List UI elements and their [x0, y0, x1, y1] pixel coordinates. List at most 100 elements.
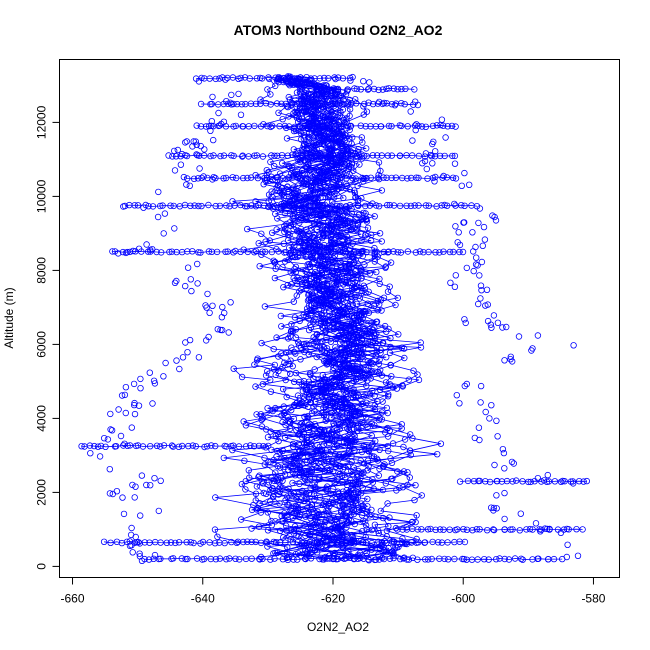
data-point: [372, 123, 380, 130]
data-point: [320, 138, 327, 145]
data-point: [306, 166, 313, 173]
data-point: [212, 75, 219, 83]
data-point: [282, 225, 289, 232]
data-point: [236, 556, 243, 563]
data-point: [339, 75, 347, 82]
data-point: [329, 174, 337, 181]
data-point: [298, 539, 306, 547]
data-point: [161, 210, 169, 217]
data-point: [253, 506, 260, 513]
data-point: [347, 368, 354, 376]
data-point: [437, 440, 445, 447]
data-point: [241, 457, 248, 464]
data-point: [461, 202, 468, 209]
data-point: [321, 74, 328, 82]
data-point: [361, 261, 368, 268]
data-point: [270, 257, 277, 264]
data-point: [208, 117, 215, 125]
data-point: [359, 353, 366, 360]
data-point: [221, 539, 228, 547]
data-point: [359, 400, 366, 407]
data-point: [295, 342, 303, 349]
data-point: [358, 285, 365, 292]
data-point: [296, 219, 303, 226]
data-point: [129, 247, 137, 255]
data-point: [436, 526, 444, 533]
data-point: [279, 115, 286, 123]
data-point: [285, 485, 292, 492]
data-point: [452, 272, 459, 279]
data-point: [232, 555, 239, 562]
data-point: [197, 123, 205, 130]
data-point: [339, 488, 347, 495]
data-point: [153, 442, 161, 449]
data-point: [293, 89, 301, 96]
data-point: [348, 458, 355, 466]
data-point: [458, 182, 465, 189]
data-point: [237, 201, 244, 209]
data-point: [321, 518, 329, 526]
data-point: [200, 173, 207, 180]
data-point: [364, 495, 371, 503]
y-axis: 0 2000 4000 6000 8000 10000 12000: [35, 105, 60, 570]
data-point: [311, 294, 318, 302]
data-point: [255, 240, 262, 247]
data-point: [262, 248, 269, 255]
data-point: [294, 110, 302, 117]
data-point: [551, 478, 559, 485]
data-point: [311, 366, 318, 373]
data-point: [310, 539, 318, 547]
data-point: [335, 123, 343, 130]
data-point: [385, 325, 392, 333]
data-point: [383, 539, 390, 547]
data-point: [437, 121, 444, 129]
data-point: [342, 337, 349, 344]
data-point: [346, 344, 353, 351]
data-point: [462, 319, 469, 327]
data-point: [441, 555, 448, 563]
profile-line: [232, 79, 376, 557]
data-point: [336, 112, 343, 119]
data-point: [321, 318, 328, 325]
data-point: [376, 446, 383, 453]
data-point: [488, 504, 495, 511]
data-point: [344, 86, 351, 93]
data-point: [412, 482, 419, 489]
data-point: [193, 122, 200, 129]
data-point: [310, 134, 317, 141]
data-point: [278, 323, 285, 330]
data-point: [477, 282, 485, 289]
data-point: [383, 533, 390, 540]
data-point: [266, 237, 273, 244]
data-point: [494, 433, 501, 440]
data-point: [229, 446, 236, 454]
data-point: [355, 211, 363, 218]
data-point: [350, 391, 358, 398]
data-point: [490, 504, 498, 512]
data-point: [120, 442, 127, 449]
data-point: [352, 216, 359, 223]
data-point: [313, 153, 320, 160]
data-point: [493, 417, 500, 424]
data-point: [438, 116, 446, 123]
data-point: [290, 298, 297, 305]
data-point: [297, 202, 304, 210]
data-point: [361, 100, 368, 108]
data-point: [354, 271, 361, 279]
data-point: [398, 85, 405, 93]
data-point: [281, 202, 288, 210]
data-point: [317, 248, 324, 255]
data-point: [489, 212, 496, 219]
data-point: [398, 425, 405, 432]
data-point: [375, 202, 383, 210]
data-point: [197, 142, 204, 150]
data-point: [184, 349, 191, 356]
data-point: [281, 359, 288, 366]
data-point: [359, 174, 366, 182]
data-point: [326, 204, 334, 212]
data-point: [247, 174, 255, 181]
data-point: [452, 123, 459, 130]
data-point: [314, 201, 321, 209]
data-point: [168, 248, 176, 255]
data-point: [394, 526, 401, 533]
